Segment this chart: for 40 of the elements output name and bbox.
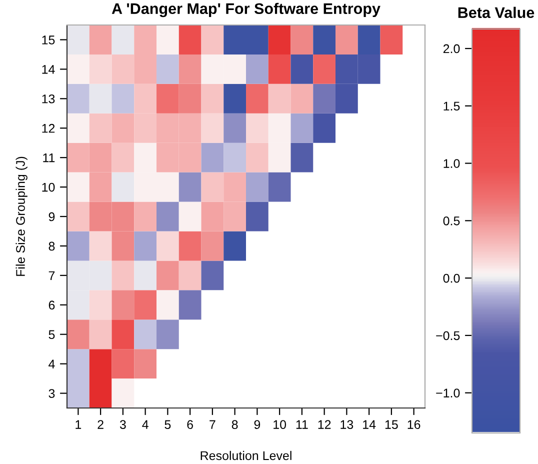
y-tick-label: 5 — [48, 330, 55, 339]
color-bar-label: 0.0 — [443, 274, 460, 283]
y-tick-label: 13 — [42, 94, 55, 104]
x-tick-label: 5 — [164, 420, 171, 429]
color-bar-label: 1.5 — [444, 102, 460, 111]
y-tick-label: 15 — [42, 36, 55, 44]
color-bar-label: −0.5 — [436, 331, 460, 340]
y-axis-title: File Size Grouping (J) — [16, 156, 28, 276]
y-tick-label: 6 — [48, 300, 55, 310]
y-tick-label: 9 — [48, 212, 55, 222]
y-tick-label: 12 — [42, 124, 55, 133]
x-tick-label: 6 — [187, 420, 193, 429]
y-tick-label: 3 — [48, 389, 55, 398]
x-tick-label: 9 — [254, 420, 260, 429]
chart-title: A 'Danger Map' For Software Entropy — [112, 2, 380, 18]
x-tick-label: 16 — [408, 420, 420, 429]
x-tick-label: 10 — [274, 420, 286, 429]
x-tick-label: 2 — [98, 420, 104, 429]
x-tick-label: 14 — [363, 420, 376, 429]
color-bar-title: Beta Value — [458, 6, 534, 18]
color-bar-label: 2.0 — [443, 44, 460, 54]
x-tick-label: 4 — [142, 420, 148, 429]
x-tick-label: 11 — [296, 420, 308, 429]
color-bar-label: 1.0 — [444, 159, 460, 168]
y-tick-label: 14 — [42, 65, 55, 74]
y-tick-label: 8 — [48, 242, 55, 251]
x-tick-label: 13 — [340, 420, 354, 429]
y-tick-label: 11 — [43, 154, 55, 162]
y-tick-label: 4 — [48, 360, 55, 368]
x-tick-label: 15 — [385, 420, 398, 429]
y-tick-label: 10 — [42, 182, 55, 192]
x-tick-label: 7 — [210, 420, 216, 429]
color-bar-label: 0.5 — [443, 216, 460, 226]
y-tick-label: 7 — [48, 271, 55, 280]
x-tick-label: 1 — [76, 420, 82, 429]
x-tick-label: 8 — [232, 420, 238, 429]
x-tick-label: 12 — [318, 420, 331, 429]
x-axis-title: Resolution Level — [200, 450, 292, 460]
color-bar-label: −1.0 — [436, 388, 460, 398]
x-tick-label: 3 — [120, 420, 126, 429]
